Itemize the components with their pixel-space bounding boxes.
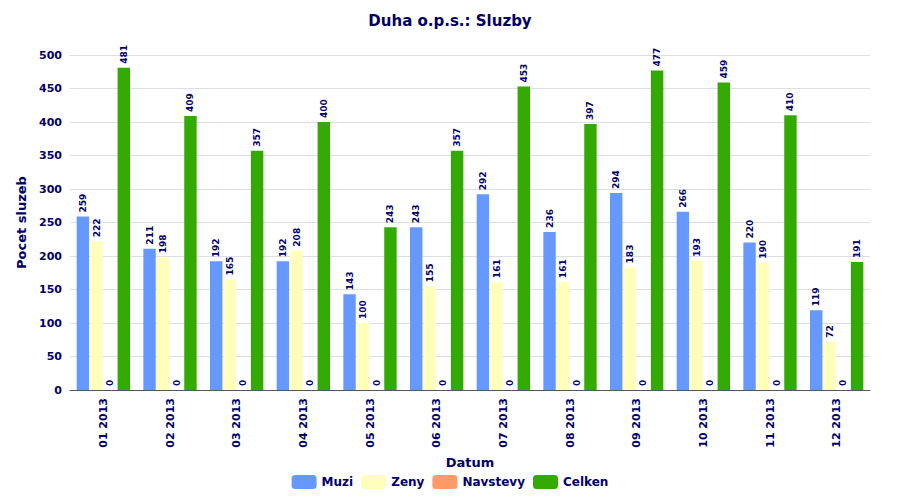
svg-text:07 2013: 07 2013	[497, 398, 510, 448]
svg-text:294: 294	[611, 170, 621, 189]
svg-text:0: 0	[572, 380, 582, 386]
svg-text:191: 191	[852, 239, 862, 258]
svg-text:400: 400	[39, 116, 62, 129]
svg-text:259: 259	[78, 194, 88, 213]
svg-text:05 2013: 05 2013	[364, 398, 377, 448]
svg-text:0: 0	[638, 380, 648, 386]
svg-text:357: 357	[452, 128, 462, 147]
svg-text:459: 459	[719, 60, 729, 79]
svg-text:481: 481	[119, 45, 129, 64]
svg-text:350: 350	[39, 149, 62, 162]
svg-text:02 2013: 02 2013	[164, 398, 177, 448]
svg-text:0: 0	[438, 380, 448, 386]
svg-text:266: 266	[678, 189, 688, 208]
svg-text:397: 397	[585, 101, 595, 120]
svg-text:03 2013: 03 2013	[230, 398, 243, 448]
svg-text:183: 183	[625, 245, 635, 264]
svg-text:200: 200	[39, 250, 62, 263]
svg-text:08 2013: 08 2013	[564, 398, 577, 448]
svg-text:193: 193	[692, 238, 702, 257]
svg-text:Duha o.p.s.: Sluzby: Duha o.p.s.: Sluzby	[368, 12, 532, 30]
svg-text:357: 357	[252, 128, 262, 147]
svg-text:143: 143	[345, 271, 355, 290]
svg-text:211: 211	[145, 226, 155, 245]
svg-text:192: 192	[278, 239, 288, 258]
svg-text:Zeny: Zeny	[391, 475, 424, 489]
svg-text:222: 222	[92, 218, 102, 237]
svg-text:10 2013: 10 2013	[697, 398, 710, 448]
svg-text:0: 0	[372, 380, 382, 386]
svg-text:06 2013: 06 2013	[430, 398, 443, 448]
svg-text:161: 161	[558, 259, 568, 278]
svg-text:198: 198	[158, 235, 168, 254]
svg-text:0: 0	[54, 384, 62, 397]
svg-text:12 2013: 12 2013	[830, 398, 843, 448]
svg-text:0: 0	[505, 380, 515, 386]
svg-text:400: 400	[319, 99, 329, 118]
svg-text:100: 100	[358, 300, 368, 319]
svg-text:450: 450	[39, 82, 62, 95]
svg-text:01 2013: 01 2013	[97, 398, 110, 448]
svg-text:243: 243	[385, 204, 395, 223]
svg-text:165: 165	[225, 257, 235, 276]
svg-text:220: 220	[745, 220, 755, 239]
svg-text:150: 150	[39, 283, 62, 296]
svg-text:Celken: Celken	[563, 475, 608, 489]
svg-text:208: 208	[292, 228, 302, 247]
svg-text:0: 0	[705, 380, 715, 386]
svg-text:453: 453	[519, 64, 529, 83]
svg-text:500: 500	[39, 49, 62, 62]
svg-text:Datum: Datum	[446, 455, 495, 470]
svg-text:477: 477	[652, 48, 662, 67]
svg-text:190: 190	[758, 240, 768, 259]
svg-text:Pocet sluzeb: Pocet sluzeb	[14, 176, 29, 269]
svg-text:50: 50	[47, 350, 63, 363]
svg-text:155: 155	[425, 263, 435, 282]
svg-text:236: 236	[545, 209, 555, 228]
svg-text:0: 0	[105, 380, 115, 386]
svg-text:72: 72	[825, 325, 835, 338]
svg-text:0: 0	[838, 380, 848, 386]
svg-text:100: 100	[39, 317, 62, 330]
svg-text:161: 161	[492, 259, 502, 278]
svg-text:0: 0	[238, 380, 248, 386]
svg-text:Muzi: Muzi	[322, 475, 354, 489]
svg-text:Navstevy: Navstevy	[462, 475, 525, 489]
svg-text:09 2013: 09 2013	[630, 398, 643, 448]
svg-text:119: 119	[811, 287, 821, 306]
svg-text:192: 192	[211, 239, 221, 258]
svg-text:243: 243	[411, 204, 421, 223]
svg-text:0: 0	[772, 380, 782, 386]
svg-text:04 2013: 04 2013	[297, 398, 310, 448]
svg-text:410: 410	[785, 93, 795, 112]
svg-text:409: 409	[185, 93, 195, 112]
svg-text:250: 250	[39, 216, 62, 229]
svg-text:292: 292	[478, 172, 488, 191]
svg-text:11 2013: 11 2013	[764, 398, 777, 448]
svg-text:0: 0	[172, 380, 182, 386]
svg-text:0: 0	[305, 380, 315, 386]
svg-text:300: 300	[39, 183, 62, 196]
